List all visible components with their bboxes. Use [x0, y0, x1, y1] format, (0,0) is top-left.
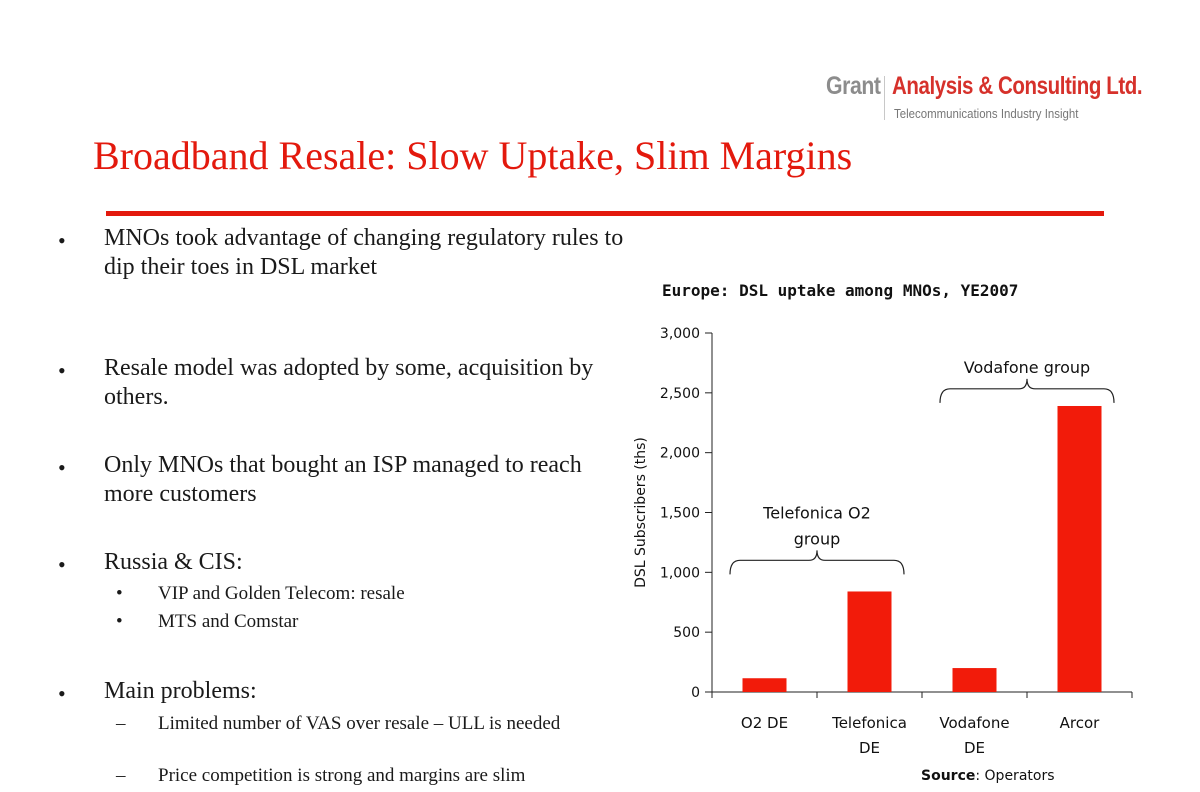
logo-divider [884, 76, 885, 120]
y-tick-label: 1,500 [660, 506, 700, 522]
bar [1057, 405, 1102, 692]
slide-title: Broadband Resale: Slow Uptake, Slim Marg… [93, 133, 853, 178]
bullet-text: Resale model was adopted by some, acquis… [104, 355, 594, 410]
chart-title: Europe: DSL uptake among MNOs, YE2007 [662, 281, 1019, 300]
group-brace [939, 378, 1115, 403]
bullet-text: Russia & CIS: [104, 549, 243, 575]
y-tick-label: 0 [691, 685, 700, 701]
company-logo: Grant Analysis & Consulting Ltd. Telecom… [826, 70, 1146, 130]
bullet-text: Main problems: [104, 678, 257, 704]
chart-source: Source: Operators [921, 768, 1055, 784]
y-tick-label: 2,500 [660, 386, 700, 402]
group-brace [729, 550, 905, 575]
bar [847, 591, 892, 692]
logo-tagline: Telecommunications Industry Insight [894, 106, 1079, 121]
logo-name: Analysis & Consulting Ltd. [892, 72, 1143, 100]
group-label: group [794, 529, 840, 548]
title-divider [106, 211, 1104, 216]
y-tick-label: 500 [673, 625, 700, 641]
bullet-marker: • [58, 358, 66, 383]
x-tick-label: Vodafone [939, 714, 1009, 732]
x-tick-label: Arcor [1060, 714, 1101, 732]
bullet-marker: • [58, 552, 66, 577]
source-label: Source [921, 768, 976, 784]
sub-bullet-marker: – [116, 765, 126, 786]
x-tick-label: O2 DE [741, 714, 788, 732]
y-axis-label: DSL Subscribers (ths) [633, 437, 649, 588]
y-tick-label: 2,000 [660, 446, 700, 462]
sub-bullet-text: Price competition is strong and margins … [158, 765, 526, 786]
sub-bullet-marker: – [116, 713, 126, 734]
sub-bullet-text: MTS and Comstar [158, 611, 299, 632]
logo-brand: Grant [826, 72, 881, 100]
y-tick-label: 3,000 [660, 326, 700, 342]
bullet-text: MNOs took advantage of changing regulato… [104, 225, 624, 280]
x-tick-label: Telefonica [831, 714, 907, 732]
bullet-marker: • [58, 455, 66, 480]
bar [742, 678, 787, 692]
bar [952, 668, 997, 692]
sub-bullet-text: Limited number of VAS over resale – ULL … [158, 713, 561, 734]
bullet-marker: • [58, 228, 66, 253]
sub-bullet-marker: • [116, 583, 123, 604]
sub-bullet-text: VIP and Golden Telecom: resale [158, 583, 405, 604]
bar-chart: 0 500 1,000 1,500 2,000 2,500 3,000 O2 DE Telefo… [633, 326, 1133, 757]
group-label: Vodafone group [964, 358, 1090, 377]
bullet-marker: • [58, 681, 66, 706]
x-tick-label: DE [964, 739, 985, 757]
bullet-text: Only MNOs that bought an ISP managed to … [104, 452, 582, 507]
source-text: : Operators [975, 768, 1055, 784]
y-tick-label: 1,000 [660, 565, 700, 581]
x-tick-label: DE [859, 739, 880, 757]
sub-bullet-marker: • [116, 611, 123, 632]
group-label: Telefonica O2 [762, 503, 871, 522]
